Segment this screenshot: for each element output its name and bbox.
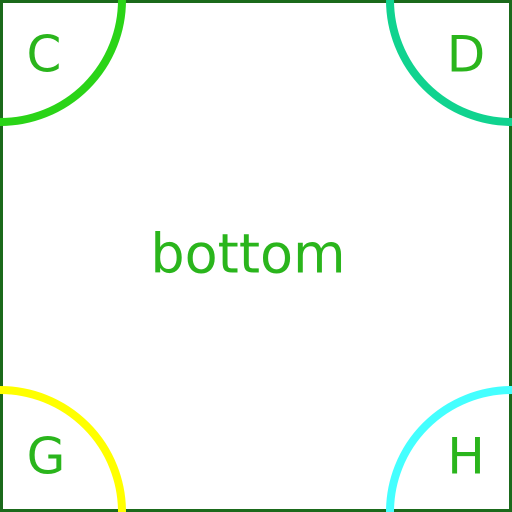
bottom-right-letter: H	[447, 428, 485, 486]
bottom-right-arc	[386, 386, 512, 512]
top-right-arc	[386, 0, 512, 126]
bottom-left-arc	[0, 386, 126, 512]
center-label: bottom	[150, 223, 345, 286]
top-right-letter: D	[447, 26, 486, 84]
bottom-left-letter: G	[27, 428, 66, 486]
top-left-arc	[0, 0, 126, 126]
top-left-letter: C	[27, 26, 62, 84]
